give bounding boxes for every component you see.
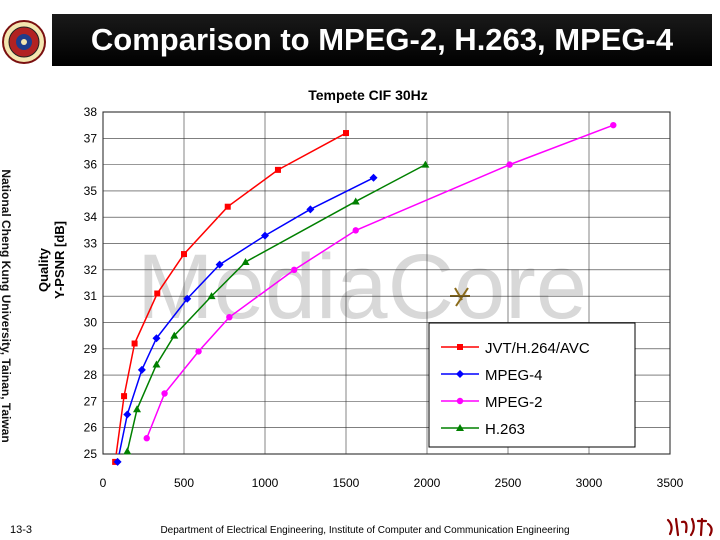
data-point-series-3 [152, 360, 161, 368]
mediacore-watermark: MediaCore [137, 236, 587, 338]
chart-title: Tempete CIF 30Hz [308, 87, 428, 103]
data-point-series-2 [610, 121, 617, 129]
data-point-series-0 [274, 166, 281, 173]
legend-label: JVT/H.264/AVC [485, 340, 590, 357]
y-tick-label: 30 [84, 315, 98, 329]
data-point-series-0 [131, 340, 138, 347]
slide-number: 13-3 [10, 524, 33, 536]
series-line-0 [115, 132, 347, 454]
legend-marker-0 [457, 344, 463, 350]
y-tick-label: 29 [84, 342, 98, 356]
y-axis-label-line2: Y-PSNR [dB] [52, 221, 67, 299]
x-tick-label: 2500 [495, 476, 522, 490]
data-point-series-2 [161, 390, 168, 397]
data-point-series-0 [343, 130, 349, 137]
data-point-series-2 [352, 227, 359, 234]
x-tick-label: 500 [174, 476, 194, 490]
data-point-series-1 [261, 231, 269, 240]
data-point-series-0 [154, 290, 161, 297]
data-point-series-0 [224, 203, 231, 210]
y-tick-label: 25 [84, 447, 98, 461]
data-point-series-3 [170, 331, 179, 339]
data-point-series-1 [215, 260, 224, 269]
x-tick-label: 0 [100, 476, 107, 490]
psnr-chart: MediaCore 25 26 27 28 29 30 31 32 33 34 35 36 37 38 0 50… [36, 87, 684, 500]
x-tick-label: 1000 [252, 476, 279, 490]
data-point-series-2 [226, 314, 233, 321]
y-axis-label-line1: Quality [36, 247, 51, 292]
y-tick-label: 34 [84, 210, 98, 224]
x-tick-label: 3000 [576, 476, 603, 490]
legend-label: MPEG-4 [485, 367, 543, 384]
y-tick-label: 32 [84, 263, 98, 277]
legend-box [428, 322, 636, 448]
y-tick-label: 31 [84, 289, 98, 303]
data-point-series-3 [241, 257, 250, 265]
data-point-series-1 [369, 173, 378, 182]
footer-text: Department of Electrical Engineering, In… [160, 525, 570, 536]
series-line-2 [146, 124, 614, 439]
data-point-series-3 [133, 405, 142, 413]
y-tick-label: 35 [84, 184, 98, 198]
university-seal-icon [2, 20, 46, 64]
y-tick-label: 28 [84, 368, 98, 382]
data-point-series-1 [113, 457, 122, 466]
data-point-series-1 [137, 365, 146, 374]
series-line-3 [126, 163, 426, 452]
legend-marker-1 [456, 370, 464, 378]
y-tick-label: 33 [84, 237, 98, 251]
data-point-series-2 [506, 161, 513, 168]
y-tick-label: 38 [84, 105, 98, 119]
data-point-series-3 [123, 447, 132, 455]
y-tick-label: 26 [84, 421, 98, 435]
y-tick-label: 37 [84, 131, 98, 145]
data-point-series-1 [152, 334, 161, 343]
data-point-series-0 [181, 251, 187, 258]
legend-marker-3 [456, 424, 464, 431]
y-tick-label: 36 [84, 158, 98, 172]
university-calligraphy-logo-icon [666, 517, 713, 537]
data-point-series-1 [183, 294, 192, 303]
data-point-series-2 [143, 435, 150, 442]
data-point-series-1 [306, 205, 315, 214]
legend-label: MPEG-2 [485, 394, 543, 411]
x-tick-label: 3500 [657, 476, 684, 490]
legend-label: H.263 [485, 421, 525, 438]
data-point-series-2 [195, 348, 202, 355]
data-point-series-1 [123, 410, 132, 419]
x-tick-label: 1500 [333, 476, 360, 490]
title-bar: Comparison to MPEG-2, H.263, MPEG-4 [0, 0, 720, 80]
data-point-series-3 [207, 292, 216, 300]
slide-title: Comparison to MPEG-2, H.263, MPEG-4 [90, 22, 674, 57]
data-point-series-3 [351, 197, 360, 205]
x-tick-label: 2000 [414, 476, 441, 490]
data-point-series-0 [121, 393, 128, 400]
data-point-series-3 [421, 160, 430, 168]
x-axis-label: Bit-rate [kbit/s] [334, 498, 426, 500]
legend-marker-2 [456, 397, 464, 405]
y-tick-label: 27 [84, 394, 98, 408]
title-background [52, 14, 712, 66]
data-point-series-2 [290, 266, 298, 274]
